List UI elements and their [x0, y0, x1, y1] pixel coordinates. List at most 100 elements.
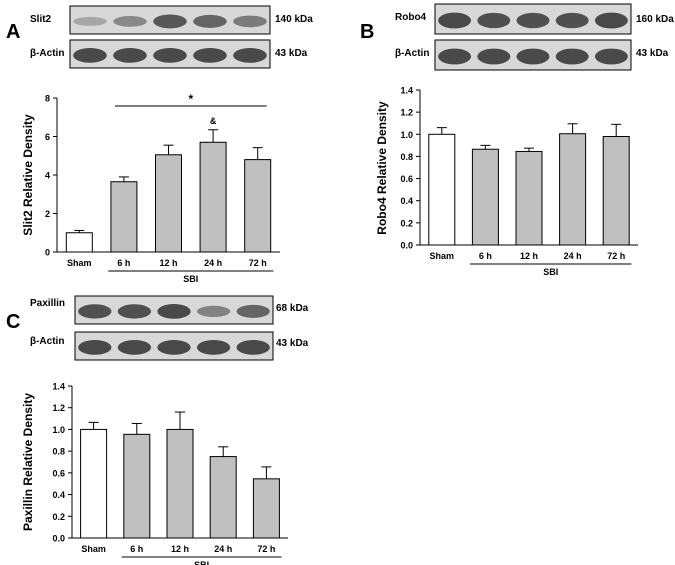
western-blot-actin-b	[434, 39, 632, 71]
blot-band	[113, 48, 147, 63]
western-blot-robo4	[434, 3, 632, 35]
blot-band	[153, 14, 187, 29]
blot-band	[193, 48, 227, 63]
bar	[252, 478, 280, 539]
y-tick-label: 6	[45, 132, 50, 142]
y-tick-label: 0.0	[52, 534, 65, 544]
blot-band	[73, 16, 107, 26]
blot-band	[73, 48, 107, 63]
chart-paxillin: 0.0 0.2 0.4 0.6 0.8 1.0 1.2 1.4 Paxillin Relativ…	[21, 382, 288, 565]
blot-band	[438, 12, 472, 29]
blot-band	[236, 340, 270, 355]
blot-band	[236, 304, 270, 318]
x-tick-label: 6 h	[130, 544, 143, 554]
blot-c-size-label: 68 kDa	[276, 303, 309, 314]
western-blot-paxillin	[74, 295, 274, 325]
y-tick-label: 1.2	[400, 108, 413, 118]
x-tick-label: 6 h	[479, 251, 492, 261]
western-blot-actin-c	[74, 331, 274, 361]
panel-letter-c: C	[6, 311, 20, 333]
blot-band	[516, 48, 550, 65]
blot-band	[196, 305, 231, 317]
y-axis-label: Robo4 Relative Density	[375, 101, 389, 235]
blot-a-size-label: 140 kDa	[275, 14, 313, 25]
y-tick-label: 4	[45, 171, 50, 181]
blot-band	[78, 340, 112, 355]
blot-b-size-label: 160 kDa	[636, 14, 674, 25]
x-tick-label: 72 h	[607, 251, 625, 261]
blot-band	[477, 48, 511, 65]
y-tick-label: 0.4	[400, 196, 413, 206]
bar	[209, 456, 237, 539]
y-tick-label: 1.0	[400, 130, 413, 140]
blot-band	[594, 12, 628, 29]
bar	[428, 133, 456, 246]
y-tick-label: 0.8	[52, 447, 65, 457]
group-label: SBI	[194, 560, 209, 565]
blot-band	[157, 304, 191, 319]
blot-band	[594, 48, 628, 65]
chart-slit2: 0 2 4 6 8 Slit2 Relative Density Sham 6 h 12 h 24…	[21, 92, 280, 284]
blot-b-protein-label: Robo4	[395, 12, 427, 23]
x-tick-label: 12 h	[520, 251, 538, 261]
y-tick-label: 1.0	[52, 425, 65, 435]
chart-robo4: 0.0 0.2 0.4 0.6 0.8 1.0 1.2 1.4 Robo4 Relative D…	[375, 86, 638, 277]
group-label: SBI	[183, 274, 198, 284]
y-axis-label: Slit2 Relative Density	[21, 114, 35, 236]
blot-band	[233, 15, 267, 28]
bar	[602, 136, 630, 246]
blot-c-actin-label: β-Actin	[30, 336, 64, 347]
y-tick-label: 0.6	[400, 174, 413, 184]
group-label: SBI	[543, 267, 558, 277]
bar	[123, 433, 151, 539]
x-tick-label: 6 h	[117, 258, 130, 268]
y-tick-label: 0.6	[52, 468, 65, 478]
western-blot-slit2	[69, 5, 271, 35]
y-tick-label: 0.8	[400, 152, 413, 162]
bar	[199, 141, 227, 253]
bar	[155, 154, 182, 253]
y-tick-label: 1.2	[52, 403, 65, 413]
blot-band	[193, 14, 227, 28]
blot-band	[153, 48, 187, 63]
y-tick-label: 1.4	[52, 382, 65, 392]
blot-band	[438, 48, 472, 65]
bar	[471, 148, 499, 246]
y-tick-label: 0.2	[52, 512, 65, 522]
blot-band	[555, 12, 589, 29]
panel-letter-b: B	[360, 21, 374, 43]
blot-band	[117, 304, 152, 319]
y-tick-label: 2	[45, 209, 50, 219]
x-tick-label: 24 h	[204, 258, 222, 268]
bar	[110, 181, 138, 253]
bar	[80, 428, 108, 539]
bar	[166, 428, 194, 539]
western-blot-actin-a	[69, 39, 271, 69]
x-tick-label: 24 h	[214, 544, 232, 554]
y-tick-label: 0.0	[400, 241, 413, 251]
x-tick-label: 24 h	[564, 251, 582, 261]
blot-band	[113, 16, 147, 27]
blot-band	[516, 12, 550, 29]
y-tick-label: 0	[45, 248, 50, 258]
x-tick-label: 12 h	[171, 544, 189, 554]
bar	[559, 133, 587, 246]
blot-c-actin-size-label: 43 kDa	[276, 338, 309, 349]
blot-b-actin-size-label: 43 kDa	[636, 48, 669, 59]
blot-a-actin-size-label: 43 kDa	[275, 48, 308, 59]
blot-band	[555, 48, 589, 65]
blot-band	[78, 304, 112, 319]
panel-letter-a: A	[6, 21, 20, 43]
y-tick-label: 0.2	[400, 218, 413, 228]
blot-b-actin-label: β-Actin	[395, 48, 429, 59]
y-tick-label: 1.4	[400, 86, 413, 96]
blot-band	[233, 48, 267, 63]
bar	[515, 150, 543, 246]
blot-c-protein-label: Paxillin	[30, 298, 65, 309]
y-axis-label: Paxillin Relative Density	[21, 393, 35, 531]
x-tick-label: Sham	[430, 251, 455, 261]
x-tick-label: Sham	[67, 258, 92, 268]
x-tick-label: 72 h	[249, 258, 267, 268]
x-tick-label: 72 h	[257, 544, 275, 554]
